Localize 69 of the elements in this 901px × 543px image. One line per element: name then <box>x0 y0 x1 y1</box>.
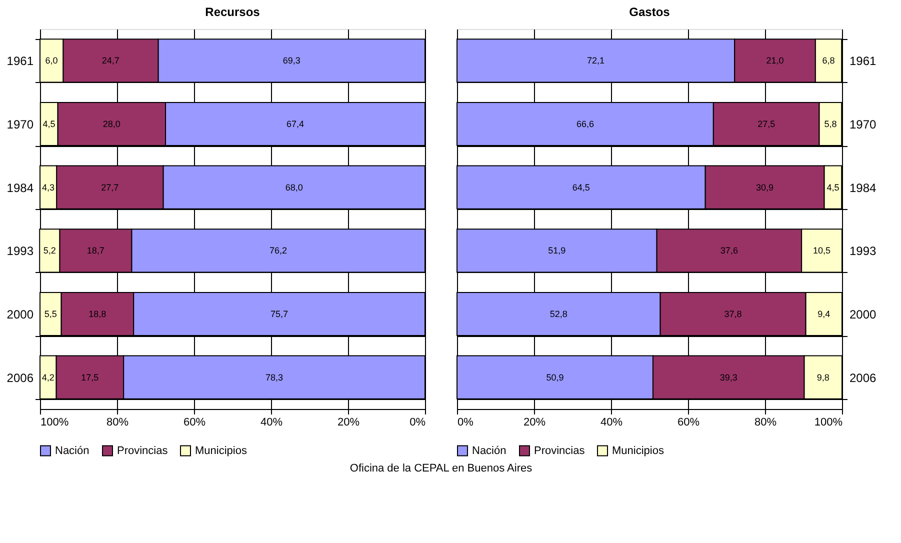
y-tick-label: 1961 <box>6 54 34 68</box>
data-label: 28,0 <box>102 119 120 129</box>
legend-label: Nación <box>55 444 90 457</box>
data-label: 72,1 <box>587 56 605 66</box>
y-tick-label: 2006 <box>850 370 877 385</box>
data-label: 6,0 <box>45 56 58 66</box>
legend-label: Municipios <box>195 444 248 457</box>
data-label: 5,8 <box>824 119 837 129</box>
y-tick-label: 1961 <box>850 54 877 68</box>
data-label: 64,5 <box>572 182 590 192</box>
x-tick-label: 60% <box>183 416 206 428</box>
legend-label: Municipios <box>612 444 664 457</box>
chart-title: Recursos <box>205 5 260 19</box>
chart-title: Gastos <box>629 5 670 19</box>
y-tick-label: 1970 <box>850 118 877 132</box>
legend-label: Provincias <box>117 444 168 457</box>
data-label: 5,5 <box>44 309 57 319</box>
x-tick-label: 0% <box>410 416 426 428</box>
data-label: 9,4 <box>818 309 830 319</box>
data-label: 17,5 <box>81 372 99 382</box>
y-tick-label: 2006 <box>6 370 34 385</box>
data-label: 4,3 <box>42 182 55 192</box>
y-tick-label: 1993 <box>6 244 34 258</box>
data-label: 30,9 <box>756 182 774 192</box>
data-label: 6,8 <box>822 56 835 66</box>
data-label: 51,9 <box>548 246 566 256</box>
data-label: 66,6 <box>576 119 594 129</box>
data-label: 76,2 <box>270 246 288 256</box>
x-tick-label: 0% <box>458 416 474 428</box>
data-label: 27,5 <box>758 119 776 129</box>
data-label: 5,2 <box>43 246 56 256</box>
data-label: 67,4 <box>286 119 304 129</box>
data-label: 4,2 <box>42 372 54 382</box>
y-tick-label: 1984 <box>850 180 877 195</box>
data-label: 52,8 <box>550 309 568 319</box>
data-label: 69,3 <box>282 56 300 66</box>
data-label: 9,8 <box>816 372 830 382</box>
y-tick-label: 1970 <box>6 118 34 132</box>
data-label: 37,8 <box>724 309 742 319</box>
x-tick-label: 100% <box>814 416 843 428</box>
x-tick-label: 40% <box>260 416 283 428</box>
data-label: 27,7 <box>101 182 119 192</box>
x-tick-label: 40% <box>600 416 623 428</box>
x-tick-label: 80% <box>106 416 129 428</box>
data-label: 75,7 <box>270 309 288 319</box>
legend-label: Nación <box>472 444 506 457</box>
data-label: 68,0 <box>285 182 303 192</box>
data-label: 50,9 <box>546 372 564 382</box>
x-tick-label: 100% <box>40 416 69 428</box>
y-tick-label: 1984 <box>6 180 34 195</box>
data-label: 39,3 <box>720 372 738 382</box>
data-label: 4,5 <box>42 119 56 129</box>
data-label: 37,6 <box>720 246 738 256</box>
data-label: 18,7 <box>86 246 104 256</box>
data-label: 24,7 <box>102 56 120 66</box>
data-label: 78,3 <box>266 372 284 382</box>
text: Oficina de la CEPAL en Buenos Aires <box>350 462 533 474</box>
data-label: 10,5 <box>813 246 831 256</box>
legend-label: Provincias <box>534 444 586 457</box>
y-tick-label: 2000 <box>850 308 877 322</box>
data-label: 18,8 <box>88 309 106 319</box>
x-tick-label: 20% <box>337 416 360 428</box>
x-tick-label: 80% <box>754 416 777 428</box>
x-tick-label: 60% <box>677 416 700 428</box>
y-tick-label: 1993 <box>850 244 877 258</box>
data-label: 4,5 <box>826 182 840 192</box>
data-label: 21,0 <box>766 56 784 66</box>
x-tick-label: 20% <box>523 416 546 428</box>
y-tick-label: 2000 <box>6 308 34 322</box>
